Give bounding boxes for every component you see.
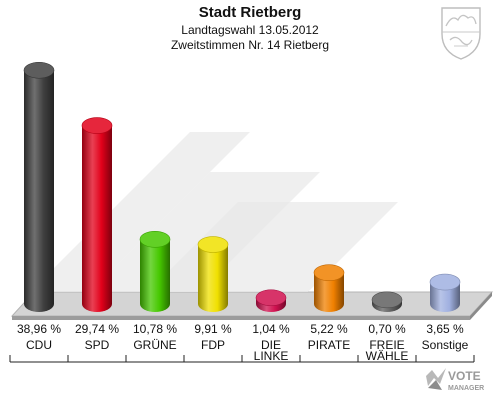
category-label: PIRATE [308, 338, 350, 352]
value-label: 9,91 % [194, 322, 232, 336]
value-label: 0,70 % [368, 322, 406, 336]
bar-pirate [313, 264, 345, 312]
category-label: FREIE WÄHLE [366, 338, 409, 363]
bar-spd [81, 117, 113, 312]
bar-fdp [197, 236, 229, 312]
bar-grüne [139, 231, 171, 312]
bar-top [139, 231, 171, 248]
chart-subtitle: Landtagswahl 13.05.2012 [181, 23, 319, 37]
bar-body [140, 239, 170, 312]
value-label: 29,74 % [75, 322, 119, 336]
value-labels: 38,96 % 29,74 % 10,78 % 9,91 % 1,04 % 5,22 % 0… [17, 322, 464, 336]
value-label: 38,96 % [17, 322, 61, 336]
bar-series [23, 61, 461, 313]
category-label: GRÜNE [133, 338, 176, 352]
value-label: 1,04 % [252, 322, 290, 336]
bar-sonstige [429, 273, 461, 312]
bar-top [313, 264, 345, 281]
category-label: FDP [201, 338, 225, 352]
bar-top [255, 289, 287, 307]
bar-body [82, 125, 112, 312]
bar-freie-wähle [371, 291, 403, 312]
coat-of-arms-icon [441, 7, 481, 60]
chart-title: Stadt Rietberg [198, 4, 302, 21]
bar-cdu [23, 61, 55, 313]
bar-body [314, 272, 344, 312]
floor-front [12, 316, 470, 320]
category-label: Sonstige [422, 338, 469, 352]
chart-detail: Zweitstimmen Nr. 14 Rietberg [170, 38, 330, 52]
category-labels: CDU SPD GRÜNE FDP DIE LINKE PIRATE FREIE WÄHLE So… [9, 338, 475, 363]
bar-top [81, 117, 113, 134]
value-label: 10,78 % [133, 322, 177, 336]
vote-manager-logo-icon: VOTE MANAGER [426, 368, 484, 392]
watermark-line2: MANAGER [448, 385, 484, 392]
watermark-line1: VOTE [448, 369, 481, 383]
category-label: DIE LINKE [254, 338, 289, 363]
category-label: SPD [85, 338, 110, 352]
bar-die-linke [255, 289, 287, 312]
floor-side [470, 292, 492, 320]
bar-top [23, 61, 55, 79]
bar-body [430, 282, 460, 312]
bar-body [198, 244, 228, 312]
value-label: 3,65 % [426, 322, 464, 336]
value-label: 5,22 % [310, 322, 348, 336]
bar-top [429, 273, 461, 291]
bar-top [197, 236, 229, 253]
category-label: CDU [26, 338, 52, 352]
bar-top [371, 291, 403, 309]
bar-body [24, 70, 54, 313]
